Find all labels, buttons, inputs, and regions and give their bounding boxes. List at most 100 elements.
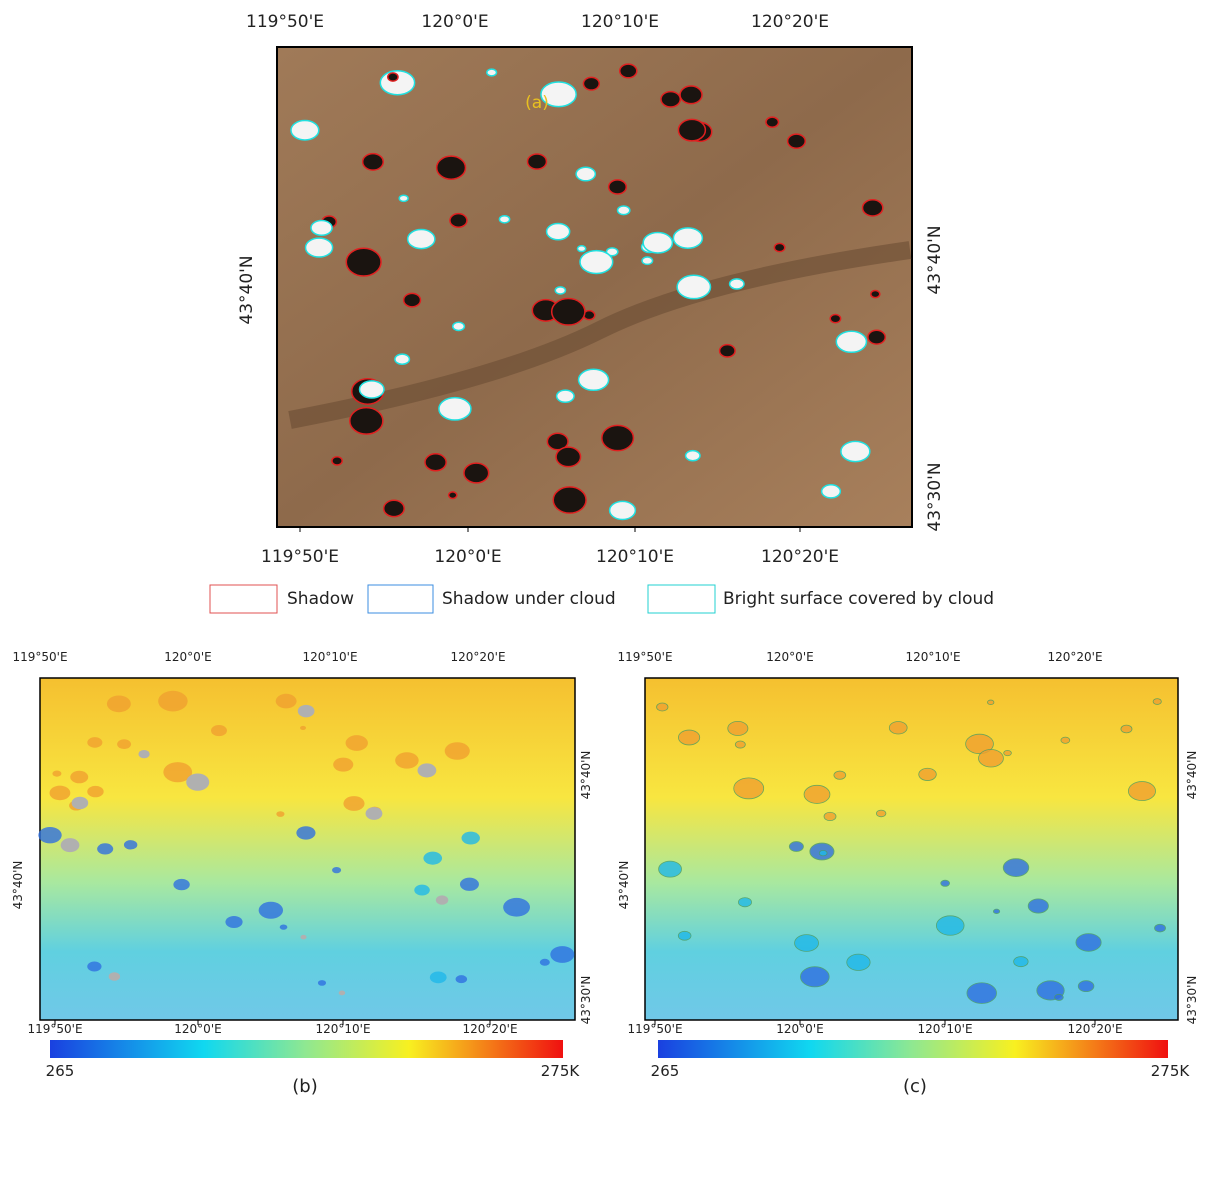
temperature-patch xyxy=(259,902,283,919)
shadow xyxy=(437,156,466,179)
y-tick-label: 43°40'N xyxy=(1185,751,1199,800)
shadow xyxy=(528,154,547,169)
shadow xyxy=(788,134,806,148)
cloud-mask xyxy=(436,895,448,904)
shadow xyxy=(346,248,381,276)
shadow xyxy=(609,180,627,194)
temperature-patch xyxy=(659,861,682,877)
panel-label: (c) xyxy=(903,1076,927,1097)
temperature-patch xyxy=(276,694,297,709)
temperature-patch xyxy=(824,812,836,820)
cloud-mask xyxy=(186,774,209,791)
y-tick-label: 43°30'N xyxy=(579,976,593,1025)
cloud xyxy=(577,246,585,252)
cloud xyxy=(555,287,565,294)
legend-label: Shadow under cloud xyxy=(442,589,616,609)
temperature-patch xyxy=(462,832,480,845)
y-tick-label: 43°40'N xyxy=(925,225,945,294)
temperature-patch xyxy=(460,878,479,891)
temperature-patch xyxy=(430,971,447,983)
cloud xyxy=(499,216,509,223)
shadow xyxy=(464,463,489,483)
temperature-patch xyxy=(87,961,101,971)
cloud xyxy=(408,230,435,249)
temperature-patch xyxy=(819,850,827,856)
temperature-patch xyxy=(738,898,751,907)
colorbar xyxy=(658,1040,1168,1058)
temperature-patch xyxy=(1121,725,1132,733)
temperature-patch xyxy=(158,691,187,712)
temperature-patch xyxy=(967,983,997,1004)
temperature-patch xyxy=(678,931,691,940)
shadow xyxy=(450,214,467,228)
temperature-patch xyxy=(1076,934,1101,952)
cloud-mask xyxy=(72,797,89,809)
shadow xyxy=(680,86,702,104)
temperature-patch xyxy=(734,778,764,799)
temperature-patch xyxy=(1004,750,1012,755)
cloud xyxy=(673,228,702,248)
shadow xyxy=(388,73,398,81)
x-tick-label: 120°20'E xyxy=(450,650,505,664)
temperature-patch xyxy=(52,770,61,776)
legend-swatch xyxy=(368,585,433,613)
y-tick-label: 43°40'N xyxy=(579,751,593,800)
temperature-patch xyxy=(678,730,699,745)
lst-map xyxy=(645,678,1178,1020)
cloud-mask xyxy=(109,972,120,981)
temperature-patch xyxy=(941,880,950,886)
x-tick-label: 120°0'E xyxy=(434,547,501,567)
cloud xyxy=(395,354,410,364)
temperature-patch xyxy=(117,739,131,749)
page: Shadow Shadow under cloud Bright surface… xyxy=(0,0,1208,1180)
temperature-patch xyxy=(173,879,189,890)
x-tick-label: 120°10'E xyxy=(917,1022,972,1036)
figure: Shadow Shadow under cloud Bright surface… xyxy=(0,0,1208,1176)
shadow xyxy=(350,408,383,434)
temperature-patch xyxy=(107,695,131,712)
colorbar-label: 265 xyxy=(46,1062,75,1080)
x-tick-label: 119°50'E xyxy=(246,12,324,32)
temperature-patch xyxy=(847,954,870,970)
temperature-patch xyxy=(988,700,994,705)
shadow xyxy=(661,92,680,107)
cloud xyxy=(822,485,841,498)
temperature-patch xyxy=(211,725,227,736)
cloud-mask xyxy=(300,935,306,940)
shadow xyxy=(863,200,883,216)
temperature-patch xyxy=(503,898,530,917)
temperature-patch xyxy=(1028,899,1048,913)
cloud xyxy=(642,257,653,264)
cloud xyxy=(836,331,866,352)
x-tick-label: 120°0'E xyxy=(776,1022,823,1036)
x-tick-label: 120°10'E xyxy=(302,650,357,664)
legend-swatch xyxy=(210,585,277,613)
temperature-patch xyxy=(789,842,803,852)
cloud xyxy=(487,69,497,76)
x-tick-label: 120°20'E xyxy=(761,547,839,567)
cloud xyxy=(618,206,630,215)
cloud xyxy=(677,275,710,298)
temperature-patch xyxy=(423,852,442,865)
temperature-patch xyxy=(1128,782,1155,801)
temperature-patch xyxy=(657,703,668,711)
shadow xyxy=(868,330,885,344)
temperature-patch xyxy=(1155,924,1166,932)
temperature-patch xyxy=(225,916,242,928)
y-tick-label: 43°40'N xyxy=(617,861,631,910)
temperature-patch xyxy=(50,786,71,801)
lst-map xyxy=(40,678,575,1020)
temperature-patch xyxy=(1153,699,1161,705)
shadow xyxy=(553,487,586,513)
cloud xyxy=(841,441,870,461)
shadow xyxy=(552,298,585,325)
shadow xyxy=(449,492,457,499)
temperature-patch xyxy=(318,980,326,986)
shadow xyxy=(384,500,404,516)
temperature-patch xyxy=(1003,859,1029,877)
cloud xyxy=(311,221,332,236)
x-tick-label: 120°0'E xyxy=(766,650,813,664)
y-tick-label: 43°30'N xyxy=(925,462,945,531)
temperature-patch xyxy=(804,785,830,803)
temperature-patch xyxy=(70,771,88,784)
